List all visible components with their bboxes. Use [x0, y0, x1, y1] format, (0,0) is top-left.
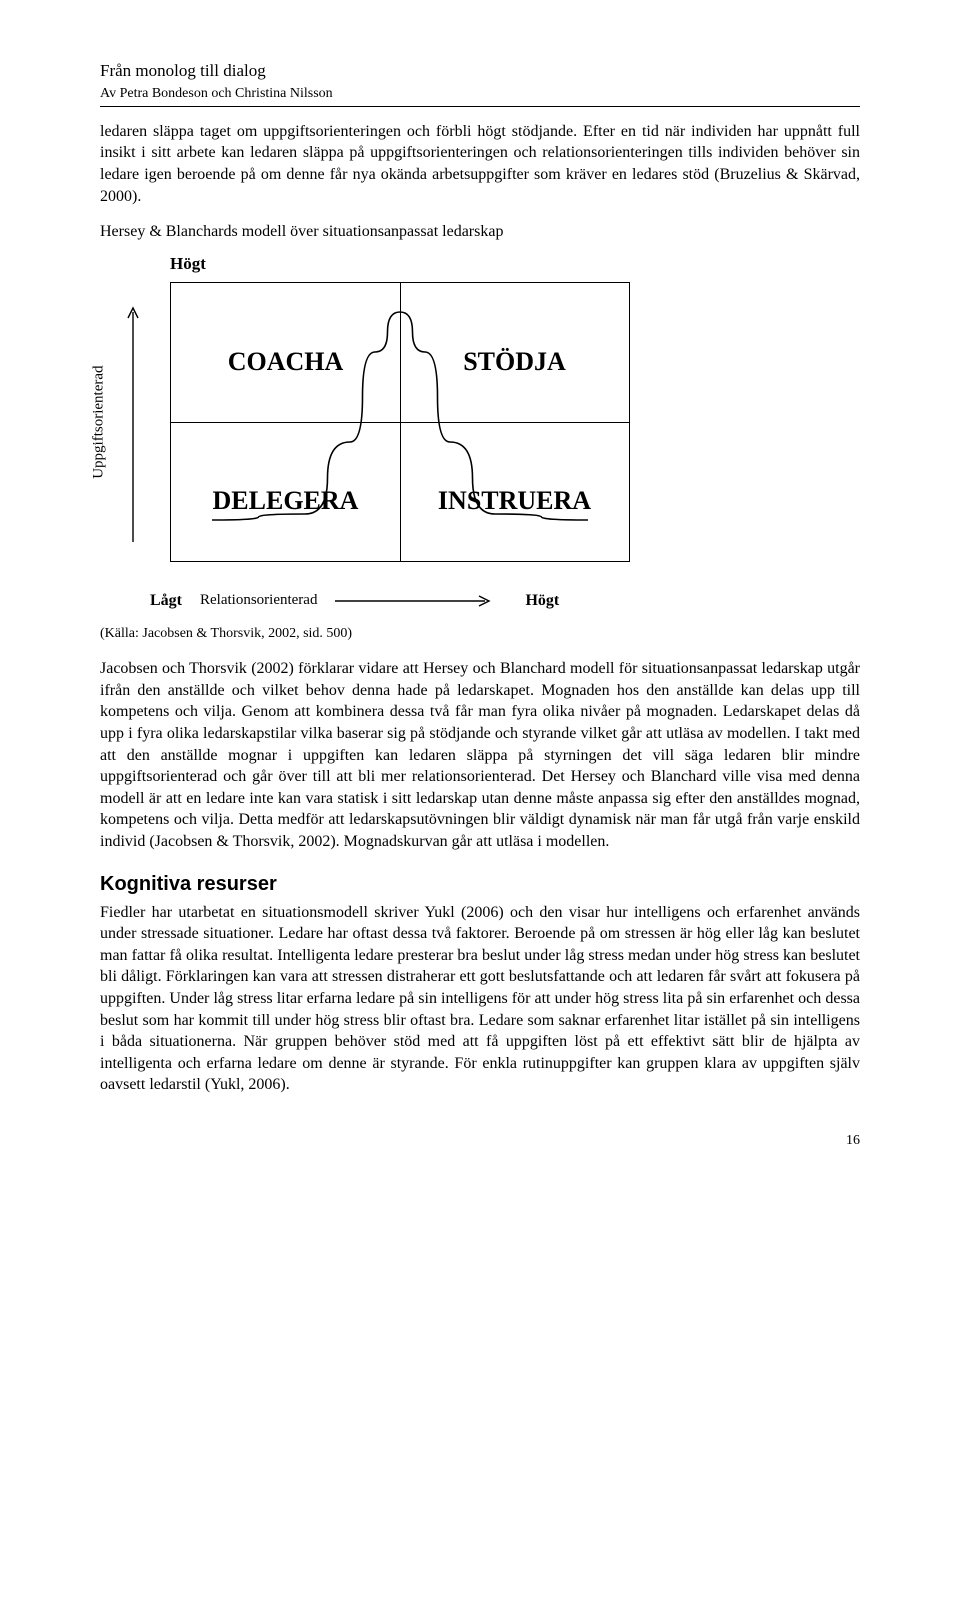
quadrant-grid: COACHA STÖDJA DELEGERA INSTRUERA: [170, 282, 630, 562]
grid-horizontal-line: [171, 422, 629, 423]
y-axis-high-label: Högt: [170, 253, 860, 276]
doc-authors: Av Petra Bondeson och Christina Nilsson: [100, 85, 860, 104]
section-heading-kognitiva: Kognitiva resurser: [100, 871, 860, 898]
quadrant-delegera: DELEGERA: [171, 483, 400, 518]
x-axis: Lågt Relationsorienterad Högt: [150, 590, 860, 612]
leadership-quadrant-diagram: Högt Uppgiftsorienterad COACHA STÖDJA DE…: [100, 253, 860, 612]
paragraph-3: Fiedler har utarbetat en situationsmodel…: [100, 902, 860, 1096]
y-axis-arrow-icon: [126, 302, 140, 542]
quadrant-coacha: COACHA: [171, 344, 400, 379]
x-axis-label: Relationsorienterad: [200, 590, 317, 610]
doc-title: Från monolog till dialog: [100, 60, 860, 83]
y-axis-label: Uppgiftsorienterad: [89, 365, 109, 478]
y-axis: Uppgiftsorienterad: [100, 282, 140, 562]
page-number: 16: [100, 1132, 860, 1151]
x-axis-arrow-icon: [335, 594, 495, 608]
paragraph-2: Jacobsen och Thorsvik (2002) förklarar v…: [100, 658, 860, 852]
header-divider: [100, 106, 860, 107]
x-axis-high-label: Högt: [525, 590, 559, 612]
diagram-caption: Hersey & Blanchards modell över situatio…: [100, 221, 860, 243]
paragraph-1: ledaren släppa taget om uppgiftsorienter…: [100, 121, 860, 207]
quadrant-stodja: STÖDJA: [400, 344, 629, 379]
x-axis-low-label: Lågt: [150, 590, 182, 612]
quadrant-instruera: INSTRUERA: [400, 483, 629, 518]
diagram-source: (Källa: Jacobsen & Thorsvik, 2002, sid. …: [100, 625, 860, 644]
